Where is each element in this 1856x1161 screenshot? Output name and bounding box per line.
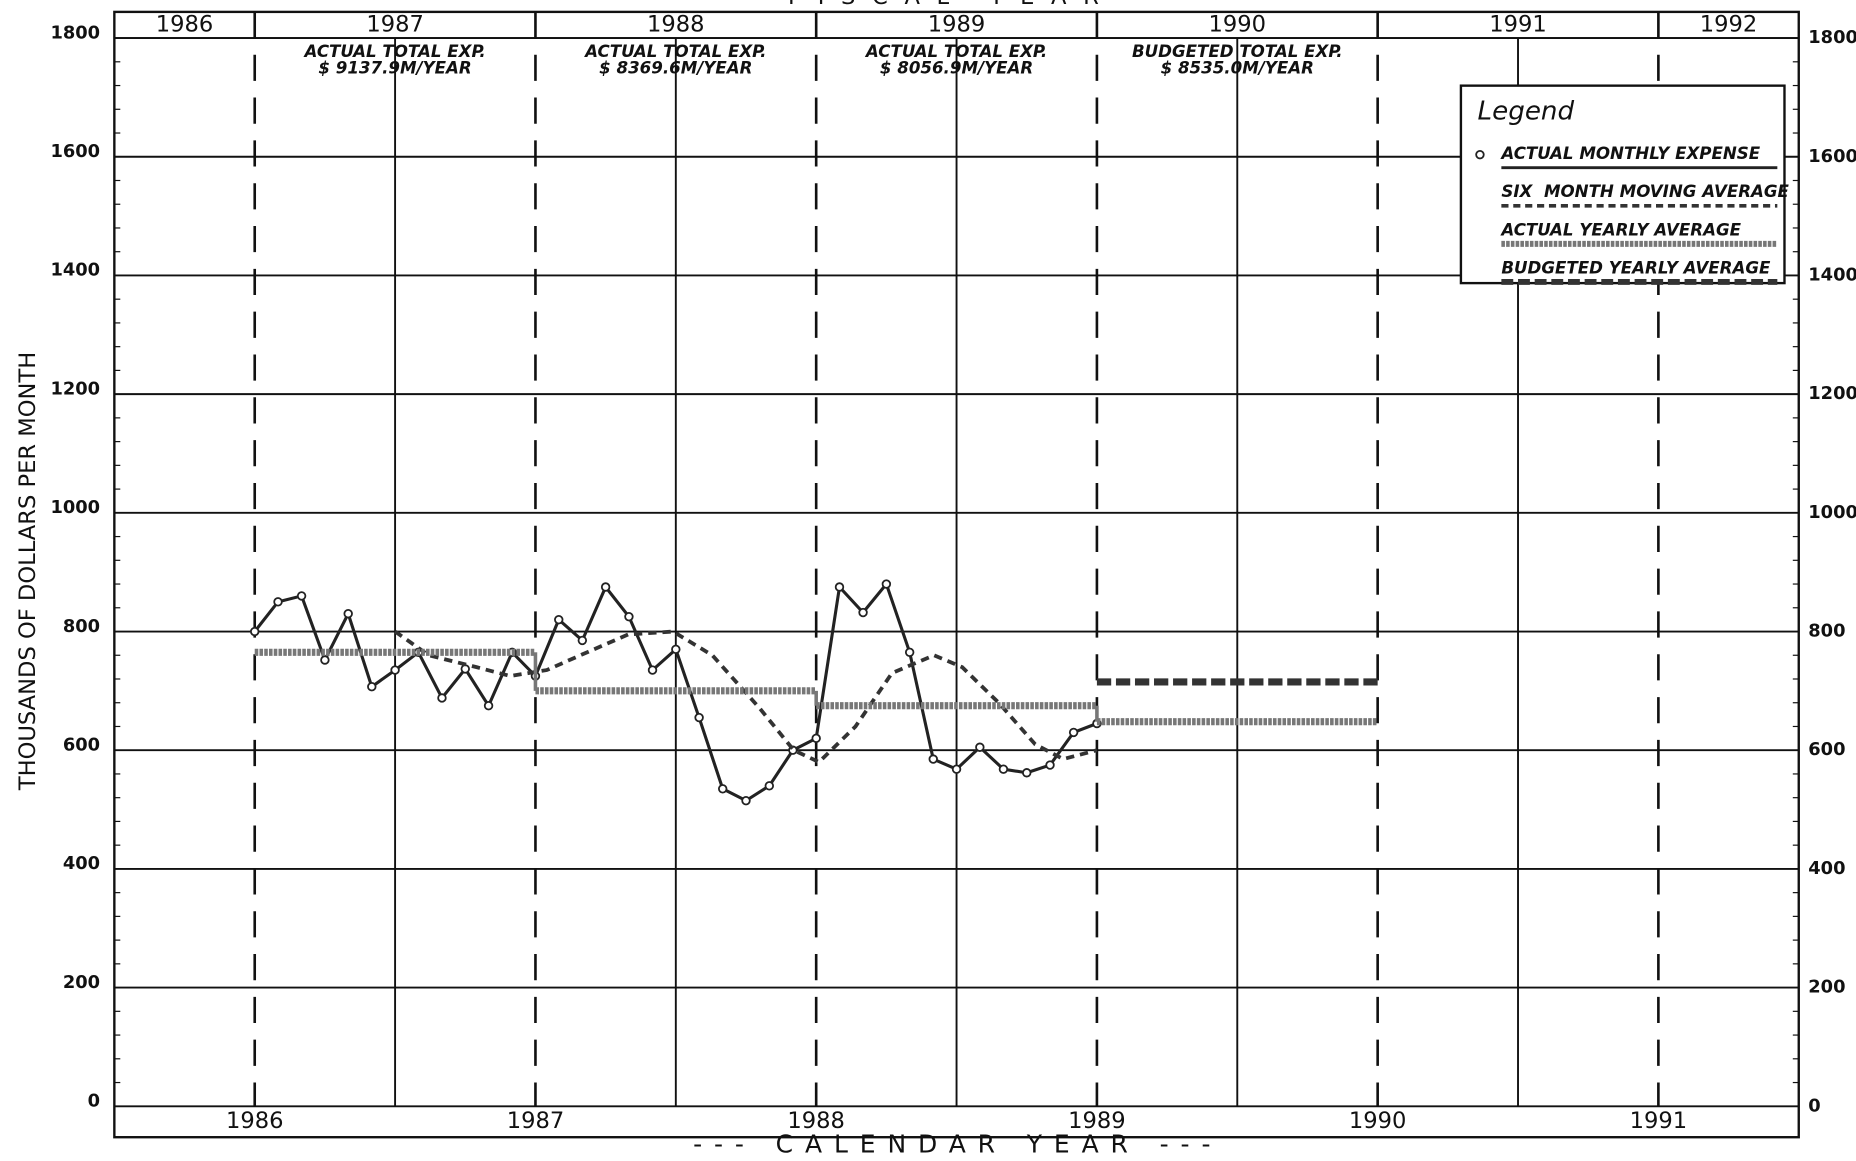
annotation: $ 8056.9M/YEAR — [880, 58, 1033, 77]
data-point — [647, 665, 658, 675]
data-point — [320, 655, 330, 665]
data-point — [437, 693, 447, 703]
fiscal-year-label: 1990 — [1209, 11, 1267, 37]
annotation: $ 9137.9M/YEAR — [318, 58, 471, 77]
y-tick-label: 1600 — [50, 141, 100, 162]
data-point — [928, 754, 938, 764]
y2-tick-label: 800 — [1808, 621, 1845, 642]
legend-label: ACTUAL MONTHLY EXPENSE — [1499, 144, 1760, 163]
data-point — [483, 701, 494, 711]
y-axis-label: THOUSANDS OF DOLLARS PER MONTH — [15, 352, 41, 791]
fiscal-year-label: 1988 — [647, 11, 705, 37]
y2-tick-label: 600 — [1808, 739, 1845, 760]
data-point — [1022, 768, 1032, 778]
x-tick-label: 1989 — [1068, 1108, 1126, 1134]
fiscal-year-label: 1987 — [366, 11, 424, 37]
data-point — [834, 582, 845, 592]
y2-tick-label: 1000 — [1808, 502, 1856, 523]
data-point — [998, 764, 1009, 774]
y-tick-label: 1000 — [50, 497, 100, 518]
y-tick-label: 0 — [88, 1091, 100, 1112]
annotation: ACTUAL TOTAL EXP. — [302, 42, 485, 61]
x-tick-label: 1986 — [226, 1108, 284, 1134]
data-point — [858, 607, 868, 618]
x-axis-label: --- CALENDAR YEAR --- — [693, 1130, 1222, 1159]
legend-label: ACTUAL YEARLY AVERAGE — [1499, 220, 1741, 239]
plot-frame — [113, 10, 1800, 1139]
legend-marker — [1475, 149, 1485, 160]
data-point — [390, 665, 400, 675]
y-tick-label: 1200 — [50, 378, 100, 399]
y-tick-label: 1400 — [50, 260, 100, 281]
data-point — [904, 647, 915, 657]
annotation: BUDGETED TOTAL EXP. — [1132, 42, 1343, 61]
x-tick-label: 1987 — [507, 1108, 565, 1134]
data-point — [881, 579, 892, 589]
data-point — [1068, 727, 1079, 738]
data-point — [250, 626, 260, 637]
data-point — [343, 609, 353, 619]
y2-tick-label: 400 — [1808, 858, 1845, 879]
y2-tick-label: 1800 — [1808, 27, 1856, 48]
series-line — [393, 629, 1098, 765]
legend-label: SIX MONTH MOVING AVERAGE — [1501, 182, 1789, 201]
y2-tick-label: 200 — [1808, 977, 1845, 998]
legend-title: Legend — [1478, 96, 1575, 126]
y-tick-label: 400 — [63, 853, 100, 874]
data-point — [694, 712, 704, 723]
fiscal-year-label: 1992 — [1700, 11, 1758, 37]
data-point — [600, 582, 611, 592]
y-tick-label: 600 — [63, 734, 100, 755]
legend-label: BUDGETED YEARLY AVERAGE — [1501, 258, 1771, 277]
annotation: ACTUAL TOTAL EXP. — [583, 42, 766, 61]
data-point — [577, 635, 588, 646]
y2-tick-label: 1200 — [1808, 383, 1856, 404]
chart-title: FISCAL YEAR — [788, 0, 1115, 10]
annotation: ACTUAL TOTAL EXP. — [864, 42, 1047, 61]
data-point — [741, 795, 751, 806]
legend-box — [1459, 84, 1786, 285]
data-point — [624, 611, 634, 622]
y-tick-label: 800 — [63, 616, 100, 637]
x-tick-label: 1990 — [1349, 1108, 1407, 1134]
data-point — [975, 742, 985, 752]
y2-tick-label: 0 — [1808, 1095, 1820, 1116]
annotation: $ 8369.6M/YEAR — [599, 58, 752, 77]
fiscal-year-label: 1989 — [928, 11, 986, 37]
fiscal-year-label: 1986 — [156, 11, 214, 37]
data-point — [1045, 760, 1055, 770]
data-point — [296, 591, 307, 601]
annotation: $ 8535.0M/YEAR — [1161, 58, 1314, 77]
y-tick-label: 1800 — [50, 22, 100, 43]
data-point — [717, 784, 728, 794]
data-point — [764, 781, 774, 791]
data-point — [671, 644, 681, 655]
y2-tick-label: 1600 — [1808, 146, 1856, 167]
data-point — [951, 764, 962, 774]
x-tick-label: 1988 — [787, 1108, 845, 1134]
x-tick-label: 1991 — [1630, 1108, 1688, 1134]
data-point — [273, 597, 283, 607]
data-point — [554, 614, 564, 625]
data-point — [367, 682, 377, 692]
fiscal-year-label: 1991 — [1489, 11, 1547, 37]
y-tick-label: 200 — [63, 972, 100, 993]
data-point — [811, 733, 821, 744]
y2-tick-label: 1400 — [1808, 264, 1856, 285]
